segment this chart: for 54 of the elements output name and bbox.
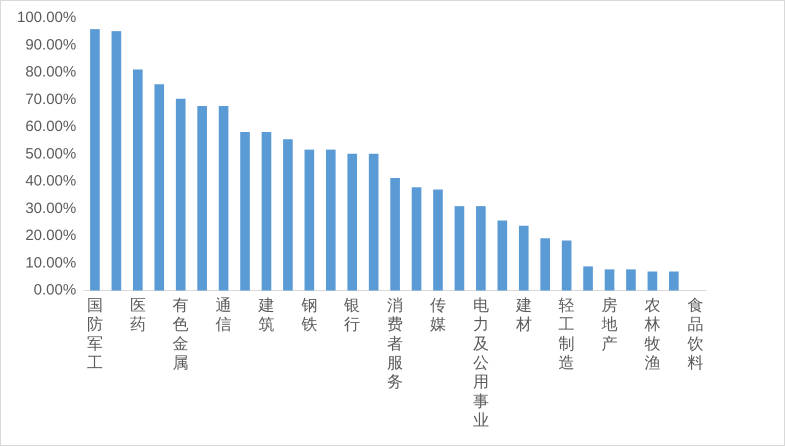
y-tick-label: 40.00% xyxy=(25,172,76,190)
bar xyxy=(518,226,529,291)
x-tick-label: 农林牧渔 xyxy=(643,295,660,372)
bar xyxy=(669,272,679,291)
x-tick-label: 食品饮料 xyxy=(686,295,704,372)
bar xyxy=(368,154,378,291)
x-tick-label: 电力及公用事业 xyxy=(472,295,489,430)
y-tick-label: 0.00% xyxy=(34,282,76,299)
y-tick-label: 60.00% xyxy=(25,118,76,136)
bar xyxy=(347,154,358,291)
bar xyxy=(604,269,614,291)
bar xyxy=(176,98,186,291)
bar xyxy=(132,70,143,291)
y-tick-label: 10.00% xyxy=(25,254,76,272)
bar xyxy=(433,189,443,291)
x-tick-label: 银行 xyxy=(343,295,360,334)
x-tick-label: 消费者服务 xyxy=(387,295,404,392)
y-tick-label: 70.00% xyxy=(25,90,76,108)
x-tick-label: 钢铁 xyxy=(300,295,318,334)
bar xyxy=(562,240,572,291)
bar xyxy=(626,269,636,291)
bar xyxy=(648,272,658,291)
bar xyxy=(476,206,486,291)
bar xyxy=(262,132,272,291)
y-tick-label: 30.00% xyxy=(25,200,76,217)
bar xyxy=(454,206,464,291)
bar xyxy=(326,150,336,291)
y-tick-label: 50.00% xyxy=(25,145,76,162)
x-tick-label: 轻工制造 xyxy=(558,295,575,372)
bar xyxy=(497,220,508,291)
bar xyxy=(240,132,250,291)
x-tick-label: 通信 xyxy=(216,295,232,334)
bar xyxy=(412,187,422,291)
x-tick-label: 建筑 xyxy=(257,295,274,334)
bar xyxy=(197,106,207,291)
bar xyxy=(218,106,228,291)
x-tick-label: 国防军工 xyxy=(86,295,103,372)
bar xyxy=(154,84,164,291)
y-tick-label: 90.00% xyxy=(25,36,76,54)
bar xyxy=(390,178,400,291)
y-tick-label: 20.00% xyxy=(25,227,76,244)
x-tick-label: 传媒 xyxy=(430,295,446,334)
y-tick-label: 100.00% xyxy=(17,9,76,26)
x-tick-label: 房地产 xyxy=(600,295,618,353)
x-tick-label: 医药 xyxy=(130,295,146,334)
bar xyxy=(304,150,314,291)
bar xyxy=(540,238,550,291)
y-tick-label: 80.00% xyxy=(25,64,76,81)
x-tick-label: 建材 xyxy=(514,295,532,334)
bar xyxy=(112,31,122,291)
bar xyxy=(90,29,100,291)
bar xyxy=(283,139,293,291)
x-tick-label: 有色金属 xyxy=(172,295,189,372)
bar xyxy=(583,266,593,291)
